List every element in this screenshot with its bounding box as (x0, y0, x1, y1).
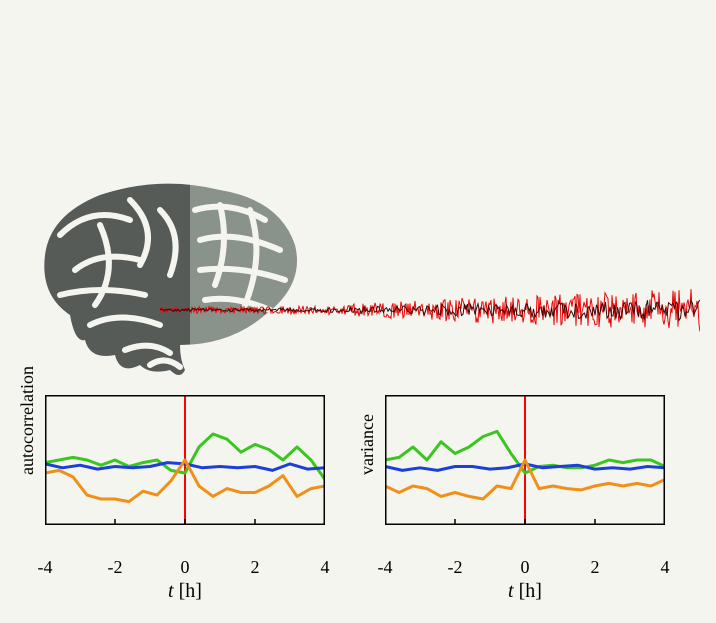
xtick: 2 (251, 557, 260, 578)
variance-chart: variance -4-2024 t [h] (385, 395, 665, 555)
autocorr-xticks: -4-2024 (45, 557, 325, 577)
xtick: -4 (38, 557, 53, 578)
figure: autocorrelation -4-2024 t [h] variance -… (0, 0, 716, 623)
eeg-trace (160, 275, 700, 345)
xtick: 4 (661, 557, 670, 578)
xtick: 0 (181, 557, 190, 578)
variance-plot-area (385, 395, 665, 525)
xtick: -2 (108, 557, 123, 578)
autocorr-plot-area (45, 395, 325, 525)
variance-xticks: -4-2024 (385, 557, 665, 577)
xtick: 0 (521, 557, 530, 578)
variance-xlabel: t [h] (385, 580, 665, 603)
variance-ylabel: variance (357, 414, 378, 475)
autocorrelation-chart: autocorrelation -4-2024 t [h] (45, 395, 325, 555)
xtick: 4 (321, 557, 330, 578)
xtick: -2 (448, 557, 463, 578)
autocorr-xlabel: t [h] (45, 580, 325, 603)
xtick: -4 (378, 557, 393, 578)
autocorr-ylabel: autocorrelation (17, 366, 38, 475)
xtick: 2 (591, 557, 600, 578)
